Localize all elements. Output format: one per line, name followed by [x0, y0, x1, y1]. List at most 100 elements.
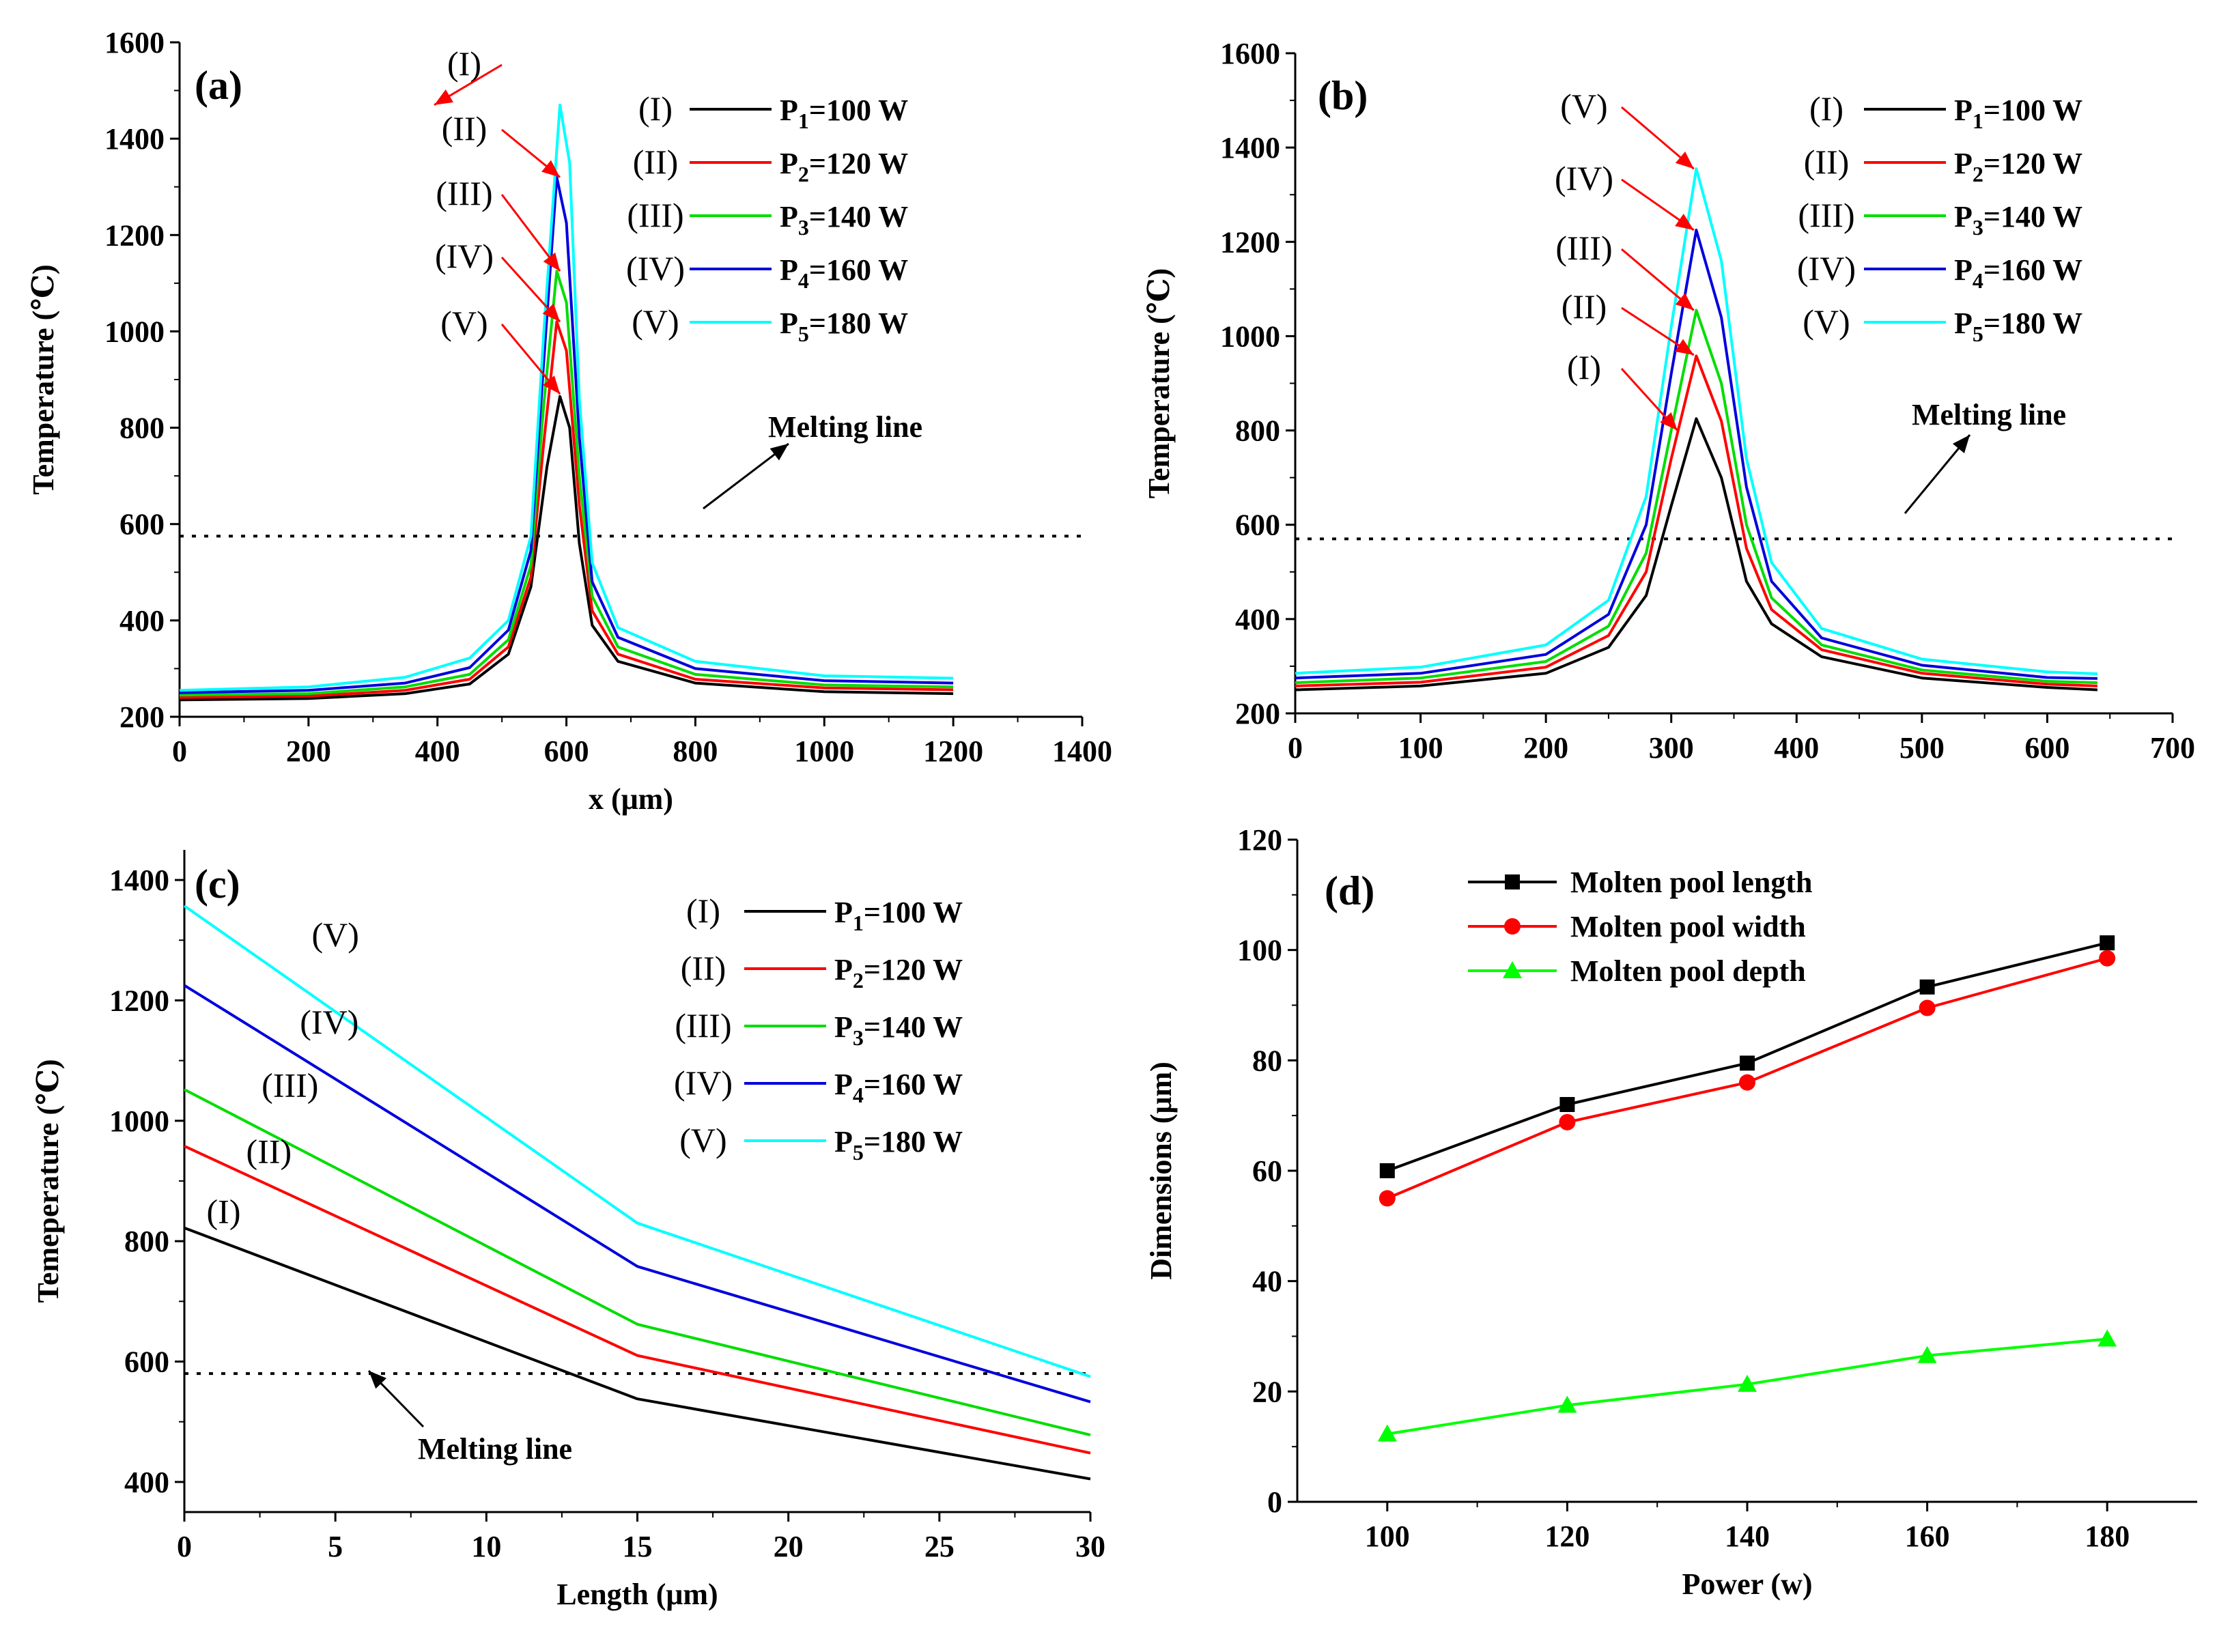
- legend-marker-3: [1503, 961, 1522, 978]
- x-tick-label: 140: [1725, 1520, 1770, 1553]
- legend-roman-label: (III): [675, 1006, 731, 1044]
- x-tick-label: 0: [1288, 731, 1303, 765]
- legend-suffix: =100 W: [864, 896, 963, 929]
- chart-panel-3: 0 5 10 15 20 25 30400600800100012001400Length …: [31, 850, 1105, 1611]
- y-tick-label: 1600: [104, 26, 165, 59]
- legend-suffix: =180 W: [1983, 307, 2082, 340]
- legend-suffix: =160 W: [809, 253, 908, 287]
- legend-label: Molten pool length: [1570, 866, 1812, 899]
- legend-prefix: P: [780, 147, 798, 180]
- data-point-1: [1919, 979, 1935, 995]
- y-tick-label: 800: [1235, 414, 1280, 448]
- legend-prefix: P: [1954, 307, 1973, 340]
- curve-annotation-label: (III): [436, 174, 492, 212]
- legend-suffix: =140 W: [1983, 200, 2082, 233]
- legend-roman-label: (IV): [626, 249, 685, 287]
- x-tick-label: 600: [2024, 731, 2069, 765]
- curve-annotation-label: (II): [442, 109, 488, 147]
- curve-annotation-label: (IV): [1555, 159, 1613, 197]
- legend-suffix: =140 W: [864, 1010, 963, 1044]
- legend-prefix: P: [1954, 253, 1973, 287]
- data-point-2: [1559, 1113, 1576, 1130]
- y-tick-label: 1400: [104, 122, 165, 156]
- curve-annotation-arrow-head: [1675, 214, 1694, 231]
- series-line-5: [1295, 167, 2097, 675]
- legend-label: P1=100 W: [1954, 94, 2082, 133]
- y-axis-label: Temeperature (℃): [31, 1059, 65, 1303]
- legend-prefix: P: [834, 896, 853, 929]
- y-axis-label: Temperature (℃): [27, 264, 60, 494]
- legend-label: P3=140 W: [834, 1010, 963, 1050]
- y-tick-label: 60: [1252, 1154, 1282, 1188]
- data-point-2: [1739, 1074, 1755, 1091]
- legend-label: P3=140 W: [780, 200, 908, 240]
- x-tick-label: 200: [1523, 731, 1568, 765]
- y-tick-label: 1200: [104, 218, 165, 252]
- melting-line-arrow-head: [369, 1371, 387, 1389]
- legend-label: P2=120 W: [1954, 147, 2082, 186]
- x-tick-label: 25: [924, 1530, 955, 1563]
- curve-annotation-arrow-head: [1675, 151, 1694, 169]
- curve-label: (V): [311, 915, 358, 954]
- legend-label: P2=120 W: [780, 147, 908, 186]
- legend-prefix: P: [780, 94, 798, 127]
- chart-panel-1: 0 200 400 600 800 1000 1200 1400200400600800100…: [27, 26, 1112, 816]
- legend-subscript: 3: [853, 1025, 864, 1050]
- curve-annotation-label: (II): [1562, 287, 1607, 326]
- data-point-1: [1379, 1163, 1395, 1178]
- legend-label: P4=160 W: [834, 1068, 963, 1107]
- legend-subscript: 4: [1973, 268, 1983, 293]
- x-tick-label: 200: [286, 735, 331, 768]
- x-tick-label: 100: [1398, 731, 1443, 765]
- legend-prefix: P: [1954, 147, 1973, 180]
- data-point-3: [1557, 1395, 1577, 1413]
- curve-annotation-label: (I): [447, 44, 481, 83]
- y-tick-label: 400: [124, 1466, 169, 1499]
- legend-subscript: 3: [798, 215, 809, 240]
- series-line-2: [184, 1145, 1091, 1455]
- legend-suffix: =160 W: [864, 1068, 963, 1101]
- y-axis-label: Dimensions (μm): [1144, 1062, 1178, 1280]
- legend-suffix: =100 W: [1983, 94, 2082, 127]
- curve-annotation-label: (I): [1567, 348, 1601, 386]
- x-tick-label: 10: [471, 1530, 501, 1563]
- x-tick-label: 400: [1774, 731, 1819, 765]
- legend-subscript: 4: [853, 1083, 864, 1107]
- x-tick-label: 400: [415, 735, 460, 768]
- data-point-3: [1377, 1424, 1397, 1442]
- series-line-1: [179, 395, 954, 702]
- legend-label: P2=120 W: [834, 953, 963, 993]
- melting-line-label: Melting line: [1912, 398, 2066, 431]
- legend-roman-label: (V): [679, 1121, 726, 1159]
- x-tick-label: 30: [1075, 1530, 1105, 1563]
- curve-annotation-arrow-head: [543, 375, 561, 395]
- legend-roman-label: (II): [633, 143, 679, 181]
- legend-label: P5=180 W: [834, 1125, 963, 1165]
- legend-roman-label: (I): [1809, 89, 1843, 128]
- legend-suffix: =100 W: [809, 94, 908, 127]
- y-tick-label: 1200: [1220, 225, 1280, 259]
- data-point-1: [2100, 935, 2115, 951]
- y-tick-label: 1600: [1220, 37, 1280, 70]
- y-tick-label: 1000: [109, 1105, 169, 1138]
- data-point-2: [1379, 1190, 1396, 1207]
- y-tick-label: 80: [1252, 1044, 1282, 1077]
- legend-roman-label: (V): [1803, 302, 1850, 341]
- legend-label: P5=180 W: [1954, 307, 2082, 346]
- legend-roman-label: (III): [627, 196, 683, 234]
- series-line-1: [184, 1226, 1091, 1481]
- curve-annotation-label: (III): [1555, 229, 1612, 267]
- legend-subscript: 1: [853, 911, 864, 935]
- data-point-1: [1559, 1097, 1575, 1112]
- x-tick-label: 700: [2150, 731, 2195, 765]
- legend-subscript: 5: [798, 322, 809, 346]
- curve-label: (III): [262, 1066, 318, 1105]
- curve-annotation-arrow-head: [1660, 412, 1678, 431]
- x-tick-label: 100: [1365, 1520, 1410, 1553]
- series-line-5: [179, 103, 954, 692]
- x-tick-label: 500: [1899, 731, 1945, 765]
- y-tick-label: 800: [119, 412, 165, 445]
- y-tick-label: 200: [119, 700, 165, 734]
- y-tick-label: 600: [124, 1345, 169, 1379]
- series-line-3: [184, 1088, 1091, 1437]
